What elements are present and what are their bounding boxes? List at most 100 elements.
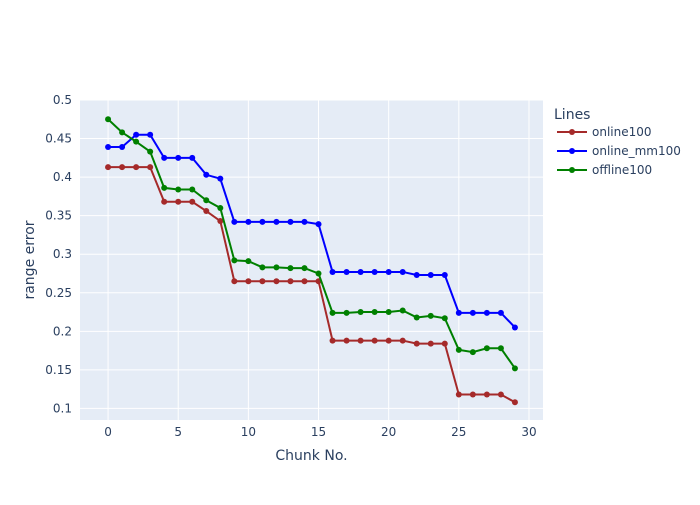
x-tick-label: 0 <box>104 425 112 439</box>
legend-label: offline100 <box>592 163 652 177</box>
data-point <box>455 346 462 353</box>
data-point <box>385 268 392 275</box>
data-point <box>343 268 350 275</box>
data-point <box>371 337 378 344</box>
data-point <box>259 218 266 225</box>
data-point <box>147 148 154 155</box>
x-tick-label: 15 <box>311 425 326 439</box>
data-point <box>287 278 294 285</box>
data-point <box>385 309 392 316</box>
data-point <box>329 268 336 275</box>
data-point <box>119 164 126 171</box>
data-point <box>441 315 448 322</box>
data-point <box>287 265 294 272</box>
data-point <box>147 131 154 138</box>
data-point <box>175 186 182 193</box>
x-tick-label: 10 <box>241 425 256 439</box>
y-tick-label: 0.4 <box>53 170 72 184</box>
data-point <box>413 314 420 321</box>
data-point <box>469 391 476 398</box>
legend-title: Lines <box>554 107 590 123</box>
series-online100 <box>105 164 518 406</box>
legend-items[interactable]: online100 online_mm100 offline100 <box>557 125 681 177</box>
data-point <box>231 257 238 264</box>
series-lines <box>105 116 518 406</box>
data-point <box>357 309 364 316</box>
data-point <box>371 268 378 275</box>
legend-marker <box>569 167 575 173</box>
data-point <box>245 278 252 285</box>
data-point <box>441 272 448 279</box>
data-point <box>175 198 182 205</box>
data-point <box>273 264 280 271</box>
y-tick-label: 0.35 <box>45 209 72 223</box>
data-point <box>413 272 420 279</box>
data-point <box>343 309 350 316</box>
data-point <box>161 184 168 191</box>
data-point <box>399 337 406 344</box>
data-point <box>469 349 476 356</box>
data-point <box>273 278 280 285</box>
legend-marker <box>569 148 575 154</box>
data-point <box>217 204 224 211</box>
series-online_mm100 <box>105 131 518 331</box>
data-point <box>301 218 308 225</box>
data-point <box>259 264 266 271</box>
y-tick-label: 0.1 <box>53 401 72 415</box>
data-point <box>455 309 462 316</box>
data-point <box>511 324 518 331</box>
data-point <box>399 307 406 314</box>
data-point <box>217 218 224 225</box>
legend-label: online_mm100 <box>592 144 681 158</box>
data-point <box>273 218 280 225</box>
x-axis-ticks: 0 5 10 15 20 25 30 <box>104 425 536 439</box>
data-point <box>441 340 448 347</box>
x-tick-label: 20 <box>381 425 396 439</box>
data-point <box>301 278 308 285</box>
data-point <box>175 154 182 161</box>
legend-item-offline100[interactable]: offline100 <box>557 163 652 177</box>
data-point <box>455 391 462 398</box>
data-point <box>147 164 154 171</box>
data-point <box>203 171 210 178</box>
data-point <box>105 164 112 171</box>
data-point <box>427 340 434 347</box>
data-point <box>399 268 406 275</box>
data-point <box>245 258 252 265</box>
data-point <box>203 197 210 204</box>
data-point <box>511 365 518 372</box>
legend-item-online100[interactable]: online100 <box>557 125 652 139</box>
x-tick-label: 30 <box>521 425 536 439</box>
data-point <box>315 270 322 277</box>
data-point <box>469 309 476 316</box>
data-point <box>231 218 238 225</box>
legend[interactable]: Lines online100 online_mm100 offline100 <box>554 107 681 177</box>
y-tick-label: 0.25 <box>45 286 72 300</box>
data-point <box>245 218 252 225</box>
data-point <box>483 345 490 352</box>
legend-item-online_mm100[interactable]: online_mm100 <box>557 144 681 158</box>
data-point <box>189 186 196 193</box>
x-axis-title: Chunk No. <box>275 448 347 464</box>
data-point <box>189 198 196 205</box>
data-point <box>343 337 350 344</box>
y-tick-label: 0.15 <box>45 363 72 377</box>
data-point <box>133 138 140 145</box>
y-axis-ticks: 0.1 0.15 0.2 0.25 0.3 0.35 0.4 0.45 0.5 <box>45 93 72 415</box>
legend-label: online100 <box>592 125 652 139</box>
data-point <box>483 309 490 316</box>
data-point <box>413 340 420 347</box>
data-point <box>301 265 308 272</box>
data-point <box>119 144 126 151</box>
data-point <box>105 144 112 151</box>
data-point <box>497 309 504 316</box>
data-point <box>329 337 336 344</box>
grid-lines <box>80 99 543 420</box>
data-point <box>189 154 196 161</box>
plot-area <box>80 100 543 420</box>
series-offline100 <box>105 116 518 372</box>
data-point <box>357 337 364 344</box>
data-point <box>119 129 126 136</box>
x-tick-label: 5 <box>174 425 182 439</box>
data-point <box>203 208 210 215</box>
